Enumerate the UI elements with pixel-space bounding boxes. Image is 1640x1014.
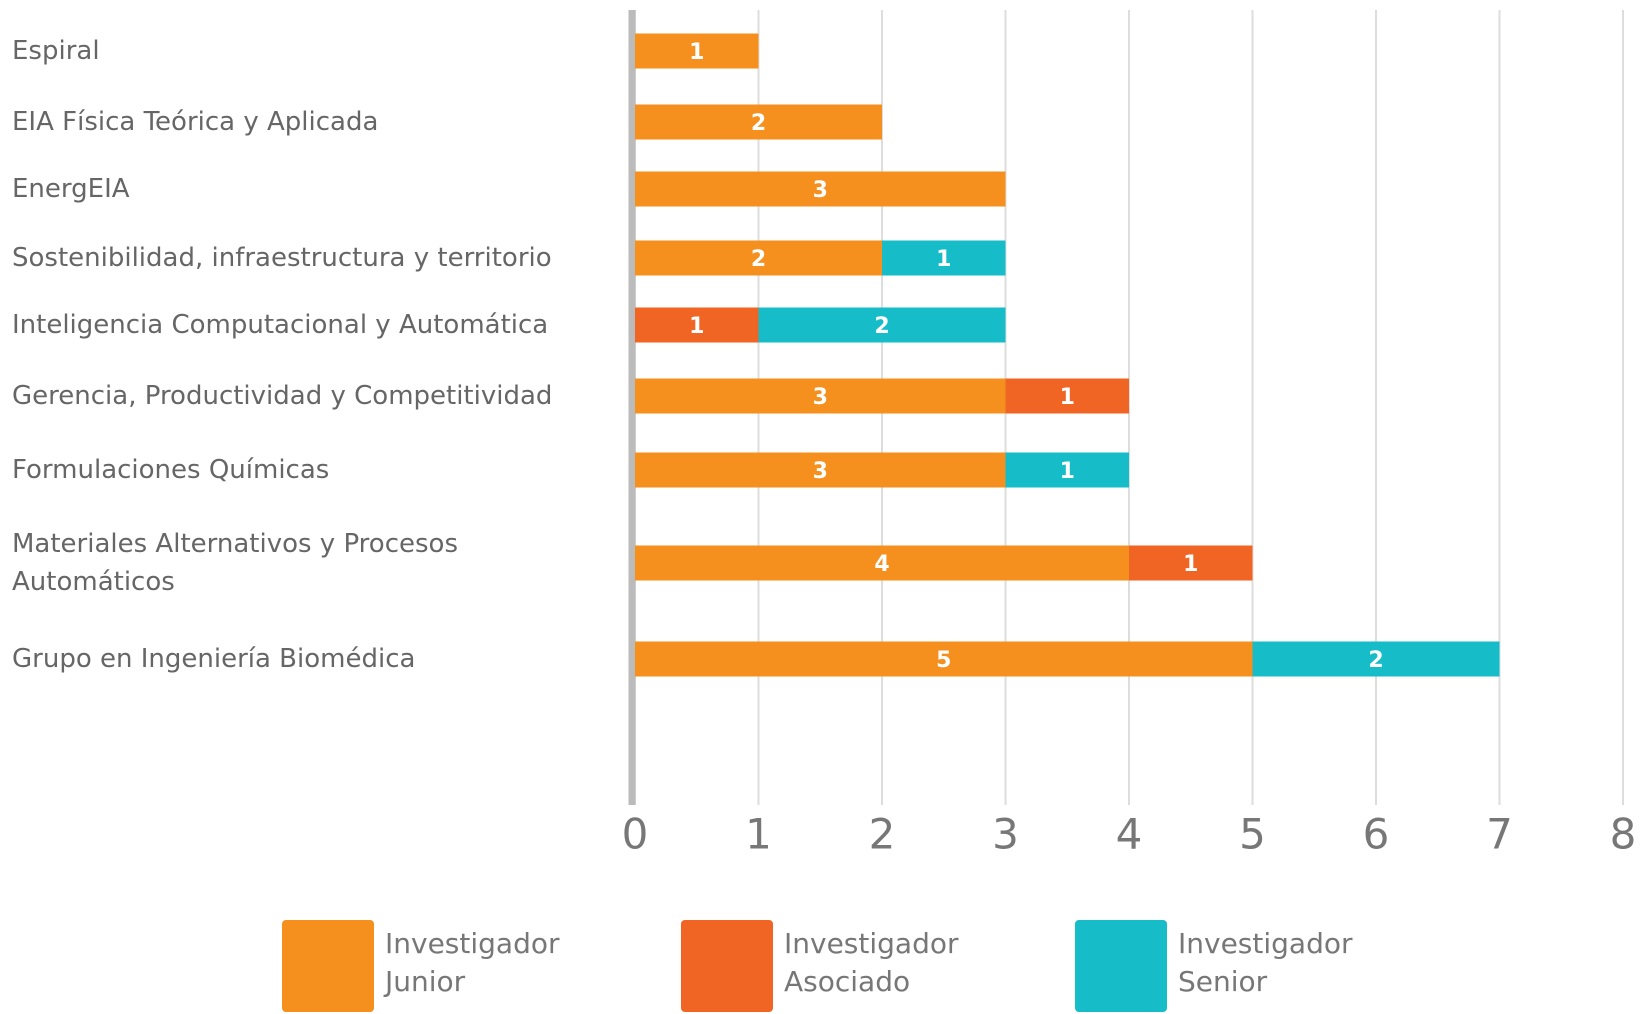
x-tick-label: 6 <box>1363 810 1390 859</box>
data-label: 1 <box>1060 385 1075 410</box>
category-label: EIA Física Teórica y Aplicada <box>12 107 379 137</box>
data-label: 1 <box>1183 552 1198 577</box>
data-label: 3 <box>813 385 828 410</box>
data-label: 3 <box>813 459 828 484</box>
data-label: 1 <box>936 247 951 272</box>
data-label: 1 <box>689 40 704 65</box>
bar-segment <box>635 240 882 276</box>
bar-segment <box>635 33 759 69</box>
x-tick-label: 7 <box>1486 810 1513 859</box>
category-label: Sostenibilidad, infraestructura y territ… <box>12 243 552 273</box>
legend-swatch <box>1075 920 1167 1012</box>
data-label: 2 <box>751 111 766 136</box>
category-label: Formulaciones Químicas <box>12 455 330 485</box>
bar-segment <box>882 240 1006 276</box>
category-label: Espiral <box>12 36 100 66</box>
category-label: Materiales Alternativos y Procesos Autom… <box>12 529 458 597</box>
bar-segment <box>635 171 1006 207</box>
data-label: 1 <box>1060 459 1075 484</box>
data-label: 2 <box>751 247 766 272</box>
bar-segment <box>1129 545 1253 581</box>
bar-segment <box>635 378 1006 414</box>
bar-segment <box>635 104 882 140</box>
x-tick-label: 5 <box>1239 810 1266 859</box>
legend-label: Investigador Senior <box>1178 927 1353 998</box>
data-label: 1 <box>689 314 704 339</box>
data-label: 5 <box>936 648 951 673</box>
bar-segment <box>1005 452 1129 488</box>
bar-segment <box>635 307 759 343</box>
category-label: Gerencia, Productividad y Competitividad <box>12 381 553 411</box>
legend-label: Investigador Asociado <box>784 927 959 998</box>
bar-segment <box>635 545 1129 581</box>
data-label: 2 <box>874 314 889 339</box>
category-label: EnergEIA <box>12 174 130 204</box>
legend-swatch <box>282 920 374 1012</box>
x-tick-label: 3 <box>992 810 1019 859</box>
bar-segment <box>635 452 1006 488</box>
bar-segment <box>635 641 1253 677</box>
x-tick-label: 2 <box>869 810 896 859</box>
legend-swatch <box>681 920 773 1012</box>
x-tick-label: 4 <box>1116 810 1143 859</box>
bar-segment <box>758 307 1006 343</box>
category-label: Grupo en Ingeniería Biomédica <box>12 644 416 674</box>
category-label: Inteligencia Computacional y Automática <box>12 310 549 340</box>
bar-segment <box>1005 378 1129 414</box>
x-tick-label: 8 <box>1610 810 1637 859</box>
data-label: 4 <box>874 552 889 577</box>
data-label: 3 <box>813 178 828 203</box>
bar-segment <box>1252 641 1500 677</box>
x-tick-label: 1 <box>745 810 772 859</box>
x-tick-label: 0 <box>622 810 649 859</box>
data-label: 2 <box>1368 648 1383 673</box>
legend-label: Investigador Junior <box>385 927 560 998</box>
